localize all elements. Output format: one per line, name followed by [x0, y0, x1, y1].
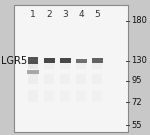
FancyBboxPatch shape: [28, 61, 38, 69]
Text: 5: 5: [94, 10, 100, 19]
Text: 72: 72: [131, 98, 142, 107]
FancyBboxPatch shape: [44, 58, 54, 63]
FancyBboxPatch shape: [76, 59, 87, 63]
FancyBboxPatch shape: [27, 70, 39, 74]
Text: 55: 55: [131, 121, 142, 130]
Text: 2: 2: [46, 10, 52, 19]
FancyBboxPatch shape: [60, 61, 70, 69]
FancyBboxPatch shape: [60, 58, 71, 63]
FancyBboxPatch shape: [28, 74, 38, 84]
FancyBboxPatch shape: [28, 57, 38, 64]
Text: 4: 4: [78, 10, 84, 19]
Text: 180: 180: [131, 16, 147, 25]
FancyBboxPatch shape: [92, 90, 102, 102]
Text: LGR5: LGR5: [2, 56, 28, 66]
FancyBboxPatch shape: [60, 74, 70, 84]
Text: 130: 130: [131, 56, 147, 65]
FancyBboxPatch shape: [44, 90, 54, 102]
FancyBboxPatch shape: [92, 74, 102, 84]
FancyBboxPatch shape: [76, 90, 86, 102]
FancyBboxPatch shape: [92, 61, 102, 69]
Text: 95: 95: [131, 76, 142, 85]
FancyBboxPatch shape: [76, 74, 86, 84]
FancyBboxPatch shape: [44, 61, 54, 69]
FancyBboxPatch shape: [44, 74, 54, 84]
FancyBboxPatch shape: [76, 61, 86, 69]
FancyBboxPatch shape: [60, 90, 70, 102]
FancyBboxPatch shape: [92, 58, 103, 63]
FancyBboxPatch shape: [14, 5, 128, 132]
Text: 1: 1: [30, 10, 36, 19]
FancyBboxPatch shape: [28, 90, 38, 102]
Text: 3: 3: [62, 10, 68, 19]
